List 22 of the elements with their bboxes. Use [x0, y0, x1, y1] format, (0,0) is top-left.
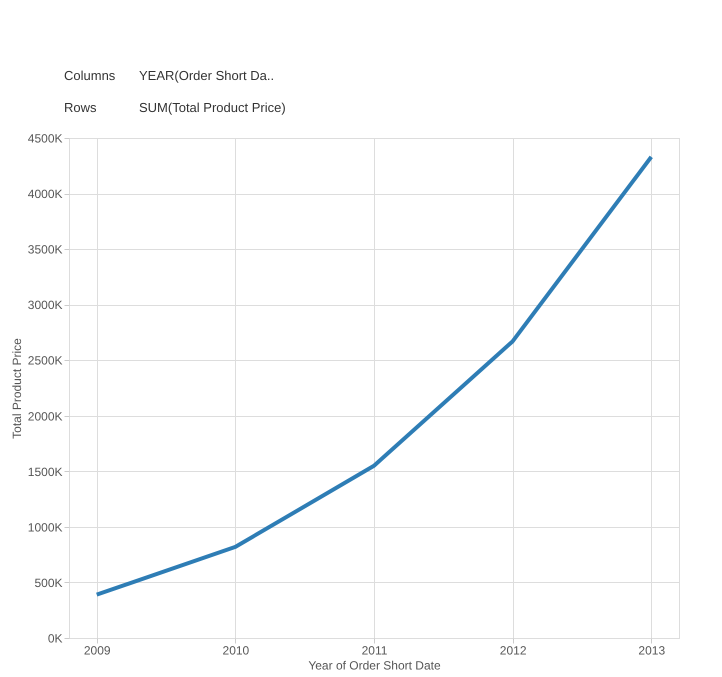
y-tick-label: 2000K: [28, 409, 62, 424]
y-tick-label: 4500K: [28, 132, 62, 146]
y-tick-label: 1000K: [28, 520, 62, 534]
text: Columns: [64, 68, 116, 83]
x-tick-label: 2013: [638, 644, 666, 658]
y-tick-label: 1500K: [28, 464, 62, 479]
text: YEAR(Order Short Da..: [139, 68, 274, 83]
y-tick-label: 4000K: [28, 187, 62, 202]
x-tick-label: 2009: [84, 644, 111, 658]
x-tick-label: 2010: [222, 644, 250, 658]
y-tick-label: 3500K: [28, 242, 62, 257]
y-tick-label: 3000K: [28, 298, 62, 312]
y-tick-label: 500K: [34, 576, 62, 590]
y-tick-label: 2500K: [28, 354, 62, 368]
line-series: [94, 154, 654, 597]
y-axis-title: Total Product Price: [10, 338, 24, 439]
x-tick-label: 2011: [362, 644, 388, 658]
x-tick-label: 2012: [500, 644, 527, 658]
text: Rows: [64, 100, 98, 115]
text: SUM(Total Product Price): [139, 100, 286, 115]
y-tick-label: 0K: [48, 632, 62, 646]
x-axis-title: Year of Order Short Date: [308, 658, 441, 672]
